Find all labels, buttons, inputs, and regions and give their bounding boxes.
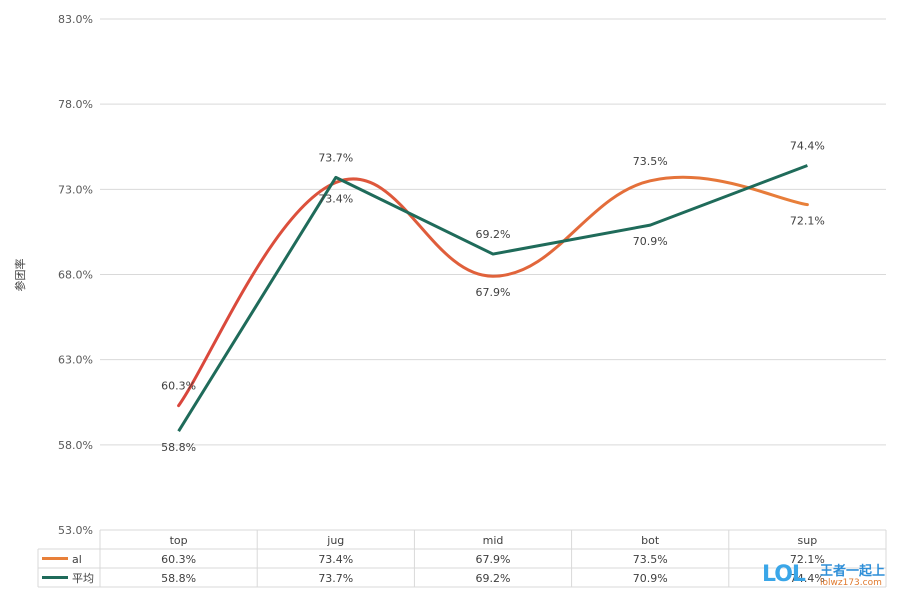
y-axis-ticks: 53.0% 58.0% 63.0% 68.0% 73.0% 78.0% 83.0% xyxy=(58,13,93,537)
category-label: jug xyxy=(326,534,344,547)
table-cell: 58.8% xyxy=(161,572,196,585)
watermark-url: lolwz173.com xyxy=(820,578,882,588)
y-tick-label: 58.0% xyxy=(58,439,93,452)
y-tick-label: 53.0% xyxy=(58,524,93,537)
category-label: top xyxy=(170,534,188,547)
table-cell: 73.4% xyxy=(318,553,353,566)
table-cell: 74.4% xyxy=(790,572,825,585)
y-tick-label: 63.0% xyxy=(58,354,93,367)
series-lines xyxy=(177,164,809,432)
data-table: top jug mid bot sup al 60.3% 73.4% 67.9% 73.5% 72.… xyxy=(37,529,887,588)
data-label: 58.8% xyxy=(161,441,196,454)
table-cell: 69.2% xyxy=(476,572,511,585)
gridlines xyxy=(100,18,886,531)
watermark: LOL 王者一起上 lolwz173.com xyxy=(762,560,892,594)
table-cell: 67.9% xyxy=(476,553,511,566)
watermark-text: 王者一起上 xyxy=(820,564,886,579)
y-tick-label: 78.0% xyxy=(58,98,93,111)
y-tick-label: 83.0% xyxy=(58,13,93,26)
table-cell: 70.9% xyxy=(633,572,668,585)
data-label: 73.4% xyxy=(318,193,353,206)
table-cell: 73.5% xyxy=(633,553,668,566)
category-label: sup xyxy=(798,534,818,547)
legend-label: al xyxy=(72,553,82,566)
data-label: 60.3% xyxy=(161,380,196,393)
y-tick-label: 73.0% xyxy=(58,183,93,196)
category-label: bot xyxy=(641,534,660,547)
series-line-0 xyxy=(177,175,809,408)
data-label: 73.7% xyxy=(318,151,353,164)
y-axis-label: 参团率 xyxy=(13,259,27,292)
table-cell: 60.3% xyxy=(161,553,196,566)
data-label: 73.5% xyxy=(633,155,668,168)
watermark-logo: LOL xyxy=(762,562,806,587)
legend-label: 平均 xyxy=(72,572,94,585)
y-tick-label: 68.0% xyxy=(58,269,93,282)
data-label: 67.9% xyxy=(476,286,511,299)
category-label: mid xyxy=(483,534,504,547)
data-labels: 60.3% 58.8% 73.4% 73.7% 67.9% 69.2% 73.5% 70.9%… xyxy=(161,139,825,454)
table-cell: 73.7% xyxy=(318,572,353,585)
data-label: 72.1% xyxy=(790,215,825,228)
table-cell: 72.1% xyxy=(790,553,825,566)
data-label: 69.2% xyxy=(476,228,511,241)
data-label: 74.4% xyxy=(790,139,825,152)
series-line-1 xyxy=(177,164,808,432)
data-label: 70.9% xyxy=(633,235,668,248)
